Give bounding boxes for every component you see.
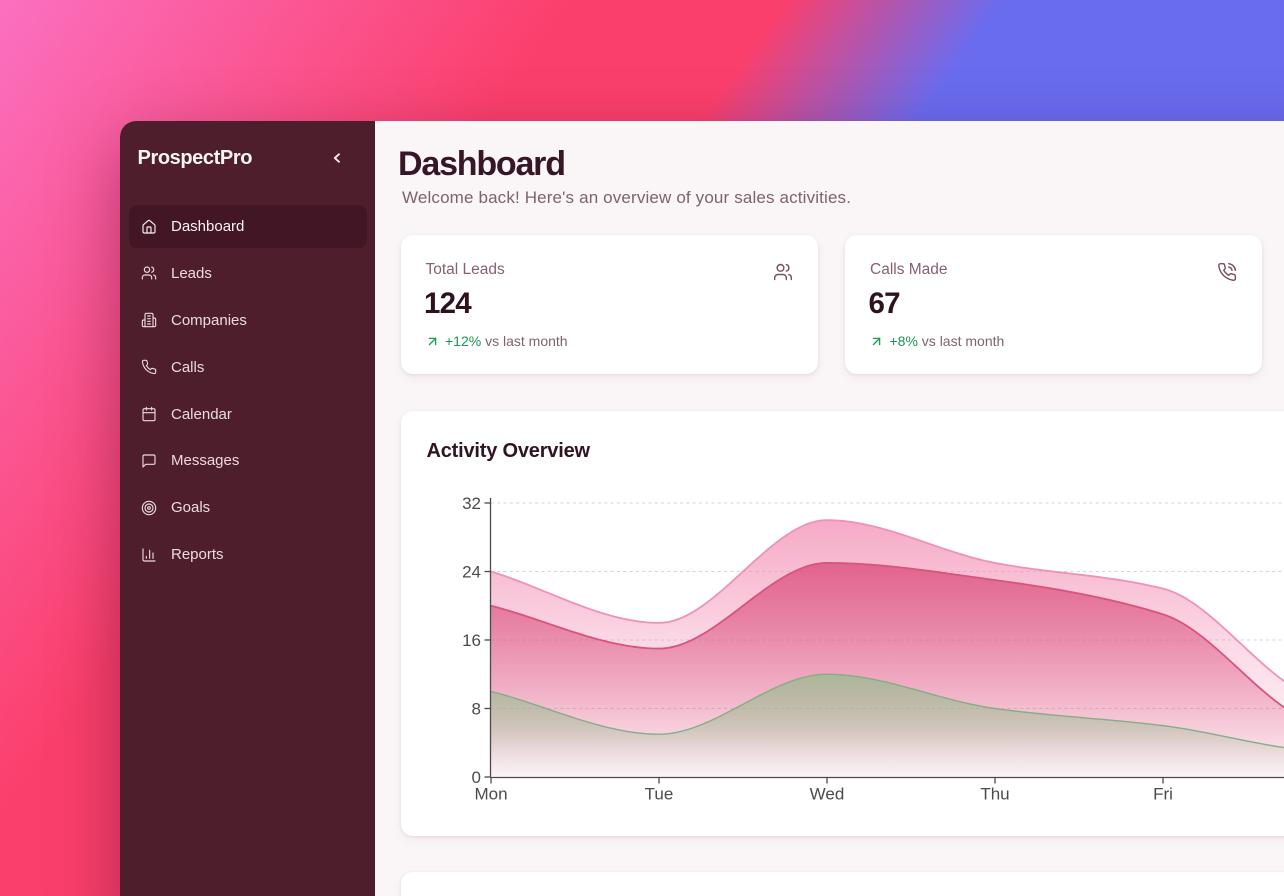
svg-text:Mon: Mon	[474, 785, 507, 804]
svg-text:0: 0	[472, 768, 481, 787]
svg-text:24: 24	[462, 563, 481, 582]
svg-text:32: 32	[462, 494, 481, 513]
svg-text:Wed: Wed	[810, 785, 845, 804]
svg-text:16: 16	[462, 631, 481, 650]
svg-text:Thu: Thu	[980, 785, 1009, 804]
svg-text:8: 8	[472, 700, 481, 719]
svg-text:Fri: Fri	[1153, 785, 1173, 804]
svg-text:Tue: Tue	[645, 785, 674, 804]
